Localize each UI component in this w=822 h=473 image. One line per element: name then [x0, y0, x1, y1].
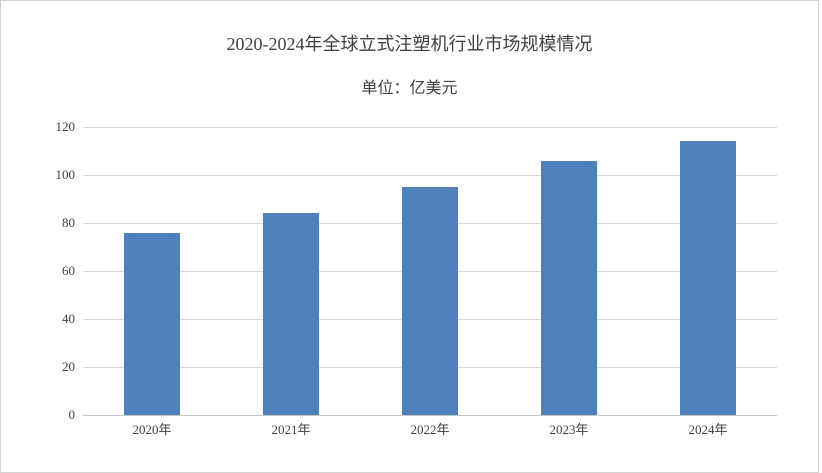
bar-2022年	[402, 187, 458, 415]
chart-title: 2020-2024年全球立式注塑机行业市场规模情况	[226, 34, 593, 54]
x-axis-line	[83, 415, 777, 416]
bar-2023年	[541, 161, 597, 415]
gridline	[83, 127, 777, 128]
x-tick-label: 2023年	[549, 422, 589, 437]
bar-2021年	[263, 213, 319, 415]
x-tick-label: 2020年	[132, 422, 172, 437]
gridline	[83, 175, 777, 176]
y-tick-label: 80	[62, 215, 75, 230]
x-tick-label: 2022年	[410, 422, 450, 437]
chart-subtitle: 单位：亿美元	[361, 80, 458, 97]
y-tick-label: 60	[62, 263, 75, 278]
bar-2020年	[124, 233, 180, 415]
y-tick-label: 120	[55, 119, 76, 134]
x-tick-label: 2021年	[271, 422, 311, 437]
y-tick-label: 40	[62, 311, 75, 326]
y-tick-label: 0	[68, 407, 76, 422]
bar-2024年	[680, 141, 736, 415]
y-tick-label: 100	[55, 167, 76, 182]
x-tick-label: 2024年	[688, 422, 728, 437]
y-tick-label: 20	[62, 359, 75, 374]
